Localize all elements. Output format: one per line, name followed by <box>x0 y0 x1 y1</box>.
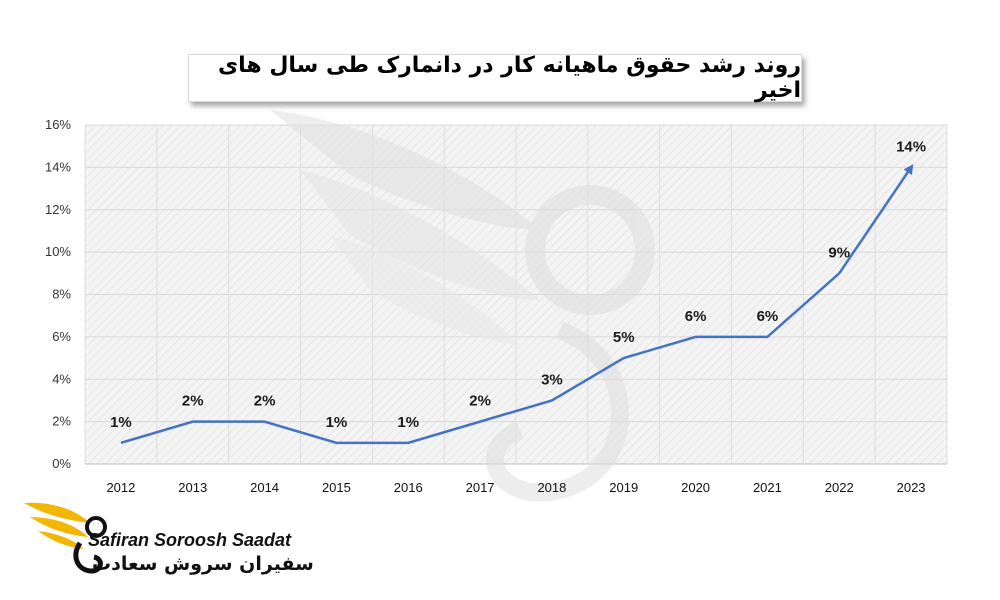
brand-name-fa: سفیران سروش سعادت <box>92 553 314 575</box>
data-label: 1% <box>110 414 132 431</box>
y-tick-label: 14% <box>45 159 71 174</box>
bird-wing-logo-icon <box>24 502 107 574</box>
data-label: 6% <box>685 308 707 325</box>
x-tick-label: 2023 <box>897 480 926 495</box>
data-label: 1% <box>326 414 348 431</box>
data-label: 3% <box>541 371 563 388</box>
chart-title-box: روند رشد حقوق ماهیانه کار در دانمارک طی … <box>188 53 802 103</box>
x-tick-label: 2018 <box>537 480 566 495</box>
data-label: 14% <box>896 138 926 155</box>
chart-title: روند رشد حقوق ماهیانه کار در دانمارک طی … <box>218 53 801 103</box>
x-tick-label: 2020 <box>681 480 710 495</box>
x-tick-label: 2015 <box>322 480 351 495</box>
x-tick-label: 2014 <box>250 480 279 495</box>
data-label: 1% <box>397 414 419 431</box>
data-label: 9% <box>828 244 850 261</box>
x-tick-label: 2021 <box>753 480 782 495</box>
x-tick-label: 2012 <box>106 480 135 495</box>
data-label: 2% <box>469 393 491 410</box>
y-tick-label: 2% <box>52 414 71 429</box>
y-tick-label: 4% <box>52 371 71 386</box>
x-tick-label: 2016 <box>394 480 423 495</box>
y-tick-label: 8% <box>52 287 71 302</box>
data-label: 5% <box>613 329 635 346</box>
data-label: 2% <box>182 393 204 410</box>
y-tick-label: 12% <box>45 202 71 217</box>
y-tick-label: 6% <box>52 329 71 344</box>
x-tick-label: 2022 <box>825 480 854 495</box>
data-label: 6% <box>757 308 779 325</box>
y-tick-label: 0% <box>52 456 71 471</box>
y-tick-label: 16% <box>45 117 71 132</box>
x-tick-label: 2013 <box>178 480 207 495</box>
watermark-logo-icon <box>270 110 655 502</box>
y-tick-label: 10% <box>45 244 71 259</box>
x-tick-label: 2017 <box>466 480 495 495</box>
brand-name-en: Safiran Soroosh Saadat <box>88 530 292 550</box>
x-tick-label: 2019 <box>609 480 638 495</box>
data-label: 2% <box>254 393 276 410</box>
series-line <box>120 164 914 445</box>
